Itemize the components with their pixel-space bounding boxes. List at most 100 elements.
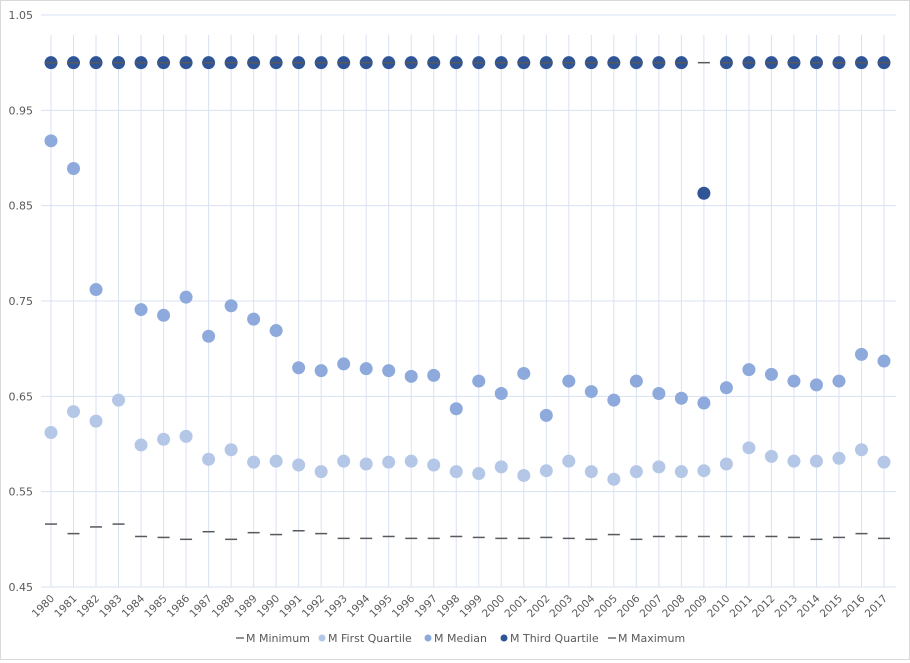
point-m-first-quartile (134, 438, 148, 452)
x-tick-label: 1983 (97, 593, 124, 620)
x-tick-label: 1987 (187, 593, 214, 620)
point-m-median (877, 354, 891, 368)
point-m-median (404, 369, 418, 383)
point-m-first-quartile (719, 457, 733, 471)
point-m-first-quartile (292, 458, 306, 472)
point-m-first-quartile (787, 454, 801, 468)
point-m-first-quartile (337, 454, 351, 468)
x-tick-label: 2010 (705, 593, 732, 620)
x-tick-label: 2003 (548, 593, 575, 620)
point-m-median (832, 374, 846, 388)
point-m-first-quartile (539, 464, 553, 478)
x-tick-label: 1993 (322, 593, 349, 620)
point-m-median (157, 308, 171, 322)
point-m-first-quartile (764, 449, 778, 463)
point-m-first-quartile (854, 443, 868, 457)
point-m-median (44, 134, 58, 148)
point-m-first-quartile (809, 454, 823, 468)
point-m-first-quartile (674, 465, 688, 479)
point-m-median (247, 312, 261, 326)
point-m-median (562, 374, 576, 388)
x-tick-label: 2016 (840, 592, 868, 620)
x-tick-label: 2009 (683, 593, 710, 620)
point-m-first-quartile (202, 452, 216, 466)
point-m-median (314, 364, 328, 378)
point-m-median (472, 374, 486, 388)
x-tick-label: 1988 (210, 593, 237, 620)
point-m-median (449, 402, 463, 416)
x-tick-label: 1997 (412, 593, 439, 620)
point-m-median (809, 378, 823, 392)
x-tick-label: 2014 (795, 592, 823, 620)
legend-label: M Minimum (246, 632, 310, 645)
x-tick-label: 2012 (750, 593, 777, 620)
x-tick-label: 1999 (457, 593, 484, 620)
point-m-third-quartile (697, 186, 711, 200)
point-m-median (224, 299, 238, 313)
point-m-median (539, 408, 553, 422)
x-tick-label: 2002 (525, 593, 552, 620)
legend-marker (424, 634, 432, 642)
y-tick-label: 0.95 (9, 104, 34, 117)
point-m-first-quartile (742, 441, 756, 455)
point-m-first-quartile (584, 465, 598, 479)
x-tick-label: 1986 (165, 592, 193, 620)
point-m-median (67, 161, 81, 175)
point-m-median (652, 386, 666, 400)
x-tick-label: 2006 (615, 592, 643, 620)
legend-marker (500, 634, 508, 642)
y-axis: 0.45 0.55 0.65 0.75 0.85 0.95 1.05 (9, 9, 34, 594)
x-tick-label: 1994 (345, 592, 373, 620)
x-tick-label: 2008 (660, 593, 687, 620)
x-tick-label: 2004 (570, 592, 598, 620)
point-m-median (607, 393, 621, 407)
point-m-median (89, 283, 103, 297)
point-m-median (742, 363, 756, 377)
point-m-first-quartile (382, 455, 396, 469)
y-tick-label: 0.75 (9, 295, 34, 308)
point-m-first-quartile (247, 455, 261, 469)
point-m-median (719, 381, 733, 395)
point-m-first-quartile (629, 465, 643, 479)
point-m-first-quartile (517, 468, 531, 482)
point-m-first-quartile (224, 443, 238, 457)
x-tick-label: 1998 (435, 593, 462, 620)
point-m-first-quartile (652, 460, 666, 474)
x-tick-label: 2001 (503, 593, 530, 620)
x-tick-label: 2015 (818, 593, 845, 620)
point-m-median (134, 303, 148, 317)
point-m-median (382, 364, 396, 378)
x-tick-label: 1985 (142, 593, 169, 620)
x-tick-label: 2017 (863, 593, 890, 620)
point-m-median (764, 367, 778, 381)
legend: M Minimum M First Quartile M Median M Third… (236, 632, 685, 645)
point-m-median (359, 362, 373, 376)
x-tick-label: 1990 (255, 593, 282, 620)
point-m-first-quartile (562, 454, 576, 468)
x-axis: 1980198119821983198419851986198719881989… (30, 592, 890, 620)
point-m-median (269, 324, 283, 338)
point-m-first-quartile (112, 393, 126, 407)
x-tick-label: 1984 (120, 592, 148, 620)
point-m-median (494, 386, 508, 400)
x-tick-label: 2005 (593, 593, 620, 620)
point-m-first-quartile (494, 460, 508, 474)
point-m-median (629, 374, 643, 388)
point-m-first-quartile (359, 457, 373, 471)
x-tick-label: 1991 (277, 593, 304, 620)
x-tick-label: 2013 (773, 593, 800, 620)
legend-label: M Maximum (618, 632, 685, 645)
x-tick-label: 2000 (480, 593, 507, 620)
point-m-median (337, 357, 351, 371)
x-tick-label: 1996 (390, 592, 418, 620)
x-tick-label: 2007 (638, 593, 665, 620)
y-tick-label: 0.55 (9, 486, 34, 499)
x-tick-label: 1995 (367, 593, 394, 620)
point-m-first-quartile (157, 432, 171, 446)
point-m-first-quartile (449, 465, 463, 479)
point-m-first-quartile (697, 464, 711, 478)
point-m-first-quartile (44, 426, 58, 440)
point-m-first-quartile (607, 472, 621, 486)
point-m-median (292, 361, 306, 375)
legend-label: M First Quartile (328, 632, 412, 645)
